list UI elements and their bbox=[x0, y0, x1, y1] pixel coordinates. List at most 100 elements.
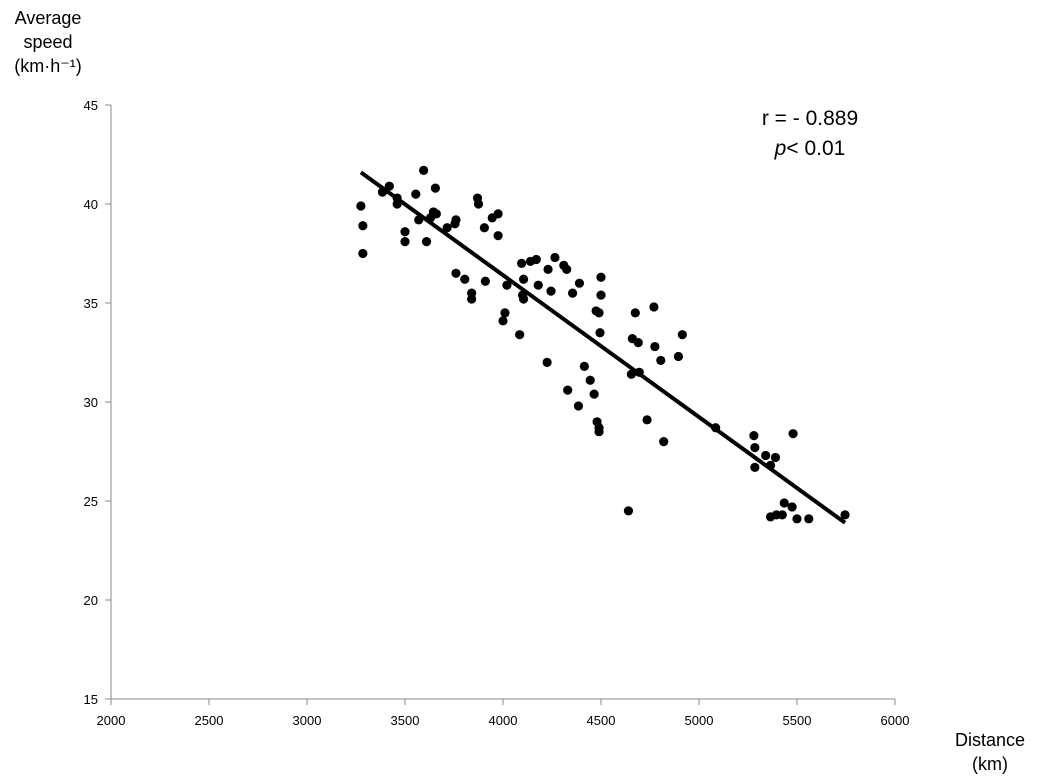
data-point bbox=[356, 201, 366, 211]
p-value: < 0.01 bbox=[786, 137, 846, 160]
data-point bbox=[750, 462, 760, 472]
data-point bbox=[442, 223, 452, 233]
data-point bbox=[770, 452, 781, 463]
data-point bbox=[518, 294, 529, 304]
data-point bbox=[634, 367, 644, 377]
x-axis-title-line2: (km) bbox=[972, 754, 1008, 774]
x-axis-title-line1: Distance bbox=[954, 730, 1026, 750]
data-point bbox=[623, 506, 634, 516]
y-tick-label: 35 bbox=[84, 296, 98, 311]
data-point bbox=[517, 258, 527, 268]
data-point bbox=[579, 361, 589, 371]
data-point bbox=[656, 355, 666, 366]
data-point bbox=[480, 276, 490, 286]
data-point bbox=[677, 330, 687, 340]
data-point bbox=[749, 431, 759, 441]
axes bbox=[105, 104, 896, 705]
data-point bbox=[419, 165, 429, 175]
data-point bbox=[649, 302, 659, 312]
data-point bbox=[804, 514, 814, 524]
data-point bbox=[431, 209, 441, 219]
tick-labels: 15 20 25 30 35 40 45 2000 2500 3000 3500 4000 4500 50… bbox=[84, 98, 910, 728]
data-point bbox=[750, 442, 760, 453]
data-point bbox=[589, 389, 599, 399]
data-point bbox=[761, 450, 771, 461]
data-point bbox=[574, 278, 585, 288]
data-point bbox=[550, 252, 560, 263]
p-symbol: p bbox=[774, 137, 787, 160]
data-point bbox=[493, 209, 503, 219]
x-tick-label: 4500 bbox=[587, 713, 616, 728]
data-point bbox=[392, 199, 402, 209]
data-point bbox=[567, 288, 578, 298]
data-point bbox=[788, 429, 798, 439]
data-point bbox=[518, 274, 529, 284]
data-point bbox=[777, 510, 787, 520]
x-tick-label: 5000 bbox=[685, 713, 714, 728]
data-point bbox=[659, 437, 669, 447]
data-point bbox=[531, 254, 541, 265]
data-point bbox=[400, 237, 410, 247]
data-point bbox=[595, 328, 605, 338]
data-point bbox=[562, 264, 572, 274]
data-point bbox=[421, 237, 432, 247]
correlation-p: p< 0.01 bbox=[700, 134, 920, 164]
data-points bbox=[356, 165, 850, 524]
data-point bbox=[543, 264, 553, 274]
data-point bbox=[467, 294, 477, 304]
data-point bbox=[546, 286, 556, 296]
x-tick-label: 4000 bbox=[489, 713, 518, 728]
x-axis-title: Distance (km) bbox=[944, 728, 1036, 776]
data-point bbox=[573, 401, 584, 411]
data-point bbox=[792, 514, 802, 524]
x-tick-label: 2000 bbox=[97, 713, 126, 728]
data-point bbox=[840, 510, 850, 520]
data-point bbox=[493, 231, 503, 241]
data-point bbox=[596, 290, 606, 300]
data-point bbox=[479, 223, 489, 233]
x-tick-label: 6000 bbox=[881, 713, 910, 728]
data-point bbox=[500, 308, 510, 318]
data-point bbox=[450, 219, 460, 229]
data-point bbox=[384, 181, 394, 191]
data-point bbox=[400, 227, 410, 237]
data-point bbox=[585, 375, 595, 385]
data-point bbox=[414, 215, 424, 225]
data-point bbox=[626, 369, 636, 379]
data-point bbox=[650, 341, 660, 352]
trendline-group bbox=[359, 170, 847, 525]
data-point bbox=[377, 187, 388, 197]
data-point bbox=[630, 308, 640, 318]
x-tick-label: 3000 bbox=[293, 713, 322, 728]
trendline bbox=[359, 170, 847, 525]
data-point bbox=[594, 308, 604, 318]
data-point bbox=[542, 357, 552, 367]
data-point bbox=[473, 199, 484, 209]
y-tick-label: 45 bbox=[84, 98, 98, 113]
data-point bbox=[673, 351, 684, 362]
data-point bbox=[779, 498, 789, 508]
data-point bbox=[498, 316, 508, 326]
x-tick-label: 5500 bbox=[783, 713, 812, 728]
data-point bbox=[358, 221, 368, 231]
y-tick-label: 30 bbox=[84, 395, 98, 410]
x-tick-label: 2500 bbox=[195, 713, 224, 728]
data-point bbox=[502, 280, 512, 290]
data-point bbox=[765, 460, 776, 470]
y-tick-label: 20 bbox=[84, 593, 98, 608]
correlation-annotation: r = - 0.889 p< 0.01 bbox=[700, 104, 920, 164]
y-tick-label: 25 bbox=[84, 494, 98, 509]
y-axis-title-line1: Average bbox=[14, 8, 82, 28]
data-point bbox=[451, 268, 461, 278]
data-point bbox=[787, 502, 797, 512]
data-point bbox=[711, 423, 721, 433]
data-point bbox=[633, 338, 643, 348]
y-axis-title-line2: speed bbox=[23, 32, 73, 52]
correlation-r: r = - 0.889 bbox=[761, 107, 859, 130]
data-point bbox=[596, 272, 606, 282]
data-point bbox=[642, 415, 652, 425]
data-point bbox=[515, 330, 525, 340]
y-tick-label: 15 bbox=[84, 692, 98, 707]
data-point bbox=[594, 427, 604, 437]
